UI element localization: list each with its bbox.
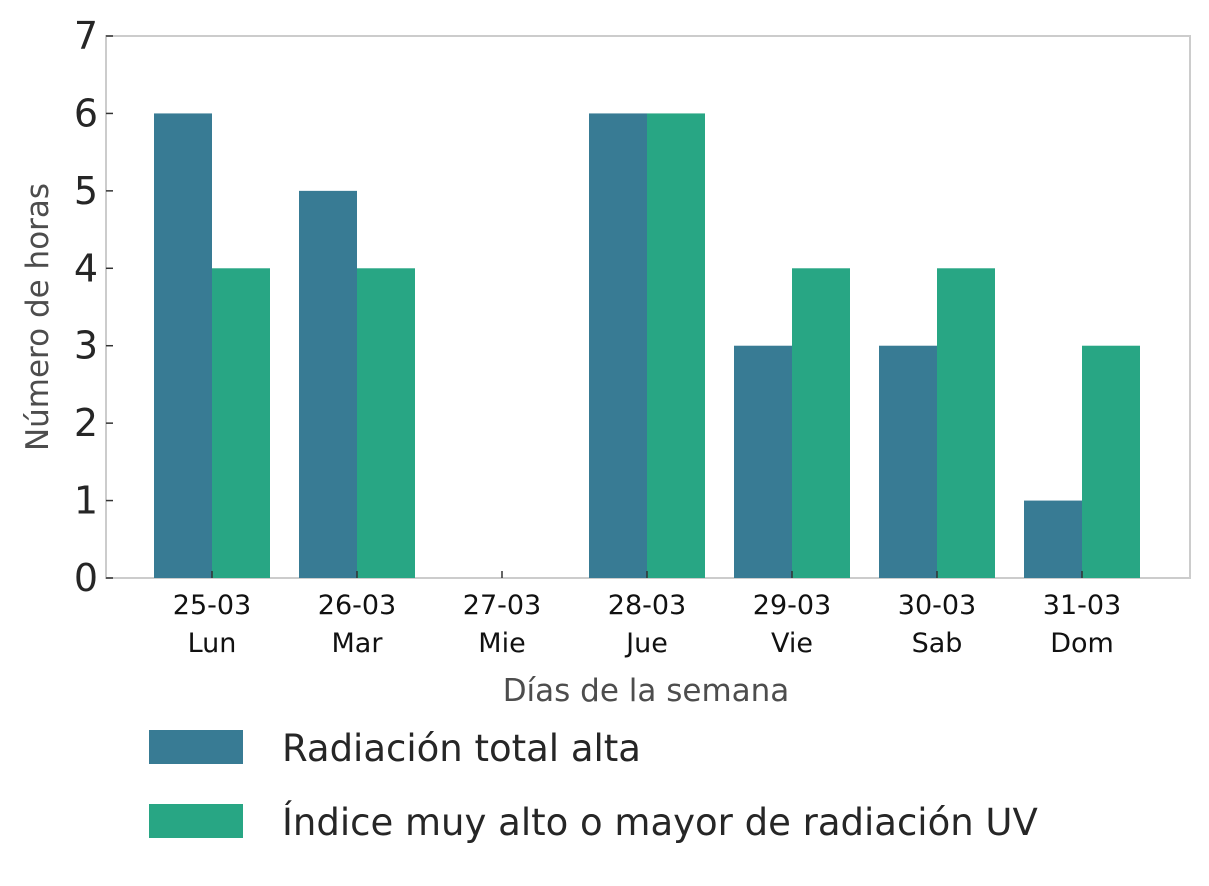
x-tick-date: 26-03 <box>318 590 396 621</box>
x-axis-title: Días de la semana <box>503 673 790 709</box>
y-tick-label: 3 <box>74 324 98 368</box>
y-tick-label: 5 <box>74 169 98 213</box>
bar-indice-uv-2 <box>357 268 415 578</box>
x-tick-day: Jue <box>624 628 668 659</box>
y-tick-label: 4 <box>74 246 98 290</box>
bar-radiacion-total-1 <box>154 113 212 578</box>
bar-indice-uv-6 <box>937 268 995 578</box>
legend-label-radiacion-total: Radiación total alta <box>282 727 641 770</box>
legend-label-indice-uv: Índice muy alto o mayor de radiación UV <box>282 800 1038 844</box>
legend-swatch-radiacion-total <box>149 730 243 764</box>
y-tick-label: 6 <box>74 91 98 135</box>
bar-indice-uv-7 <box>1082 345 1140 578</box>
y-axis-title: Número de horas <box>20 183 56 451</box>
x-axis: 25-03 Lun 26-03 Mar 27-03 Mie 28-03 Jue 29-03 Vie… <box>173 571 1121 659</box>
x-tick-date: 27-03 <box>463 590 541 621</box>
x-tick-day: Mie <box>478 628 525 659</box>
bar-radiacion-total-6 <box>879 345 937 578</box>
y-axis: 0 1 2 3 4 5 6 7 <box>74 14 113 600</box>
y-tick-label: 0 <box>74 556 98 600</box>
y-tick-label: 2 <box>74 401 98 445</box>
x-tick-date: 25-03 <box>173 590 251 621</box>
bar-indice-uv-4 <box>647 113 705 578</box>
bar-radiacion-total-4 <box>589 113 647 578</box>
legend-swatch-indice-uv <box>149 804 243 838</box>
x-tick-date: 31-03 <box>1043 590 1121 621</box>
y-tick-label: 1 <box>74 479 98 523</box>
bar-indice-uv-5 <box>792 268 850 578</box>
legend: Radiación total alta Índice muy alto o m… <box>149 727 1038 844</box>
bars-group <box>154 113 1140 578</box>
x-tick-day: Dom <box>1050 628 1114 659</box>
bar-radiacion-total-7 <box>1024 500 1082 578</box>
x-tick-day: Vie <box>771 628 813 659</box>
x-tick-day: Lun <box>188 628 237 659</box>
y-tick-label: 7 <box>74 14 98 58</box>
x-tick-day: Sab <box>912 628 963 659</box>
bar-radiacion-total-5 <box>734 345 792 578</box>
x-tick-date: 29-03 <box>753 590 831 621</box>
bar-radiacion-total-2 <box>299 190 357 578</box>
x-tick-date: 28-03 <box>608 590 686 621</box>
x-tick-day: Mar <box>332 628 384 659</box>
bar-indice-uv-1 <box>212 268 270 578</box>
x-tick-date: 30-03 <box>898 590 976 621</box>
